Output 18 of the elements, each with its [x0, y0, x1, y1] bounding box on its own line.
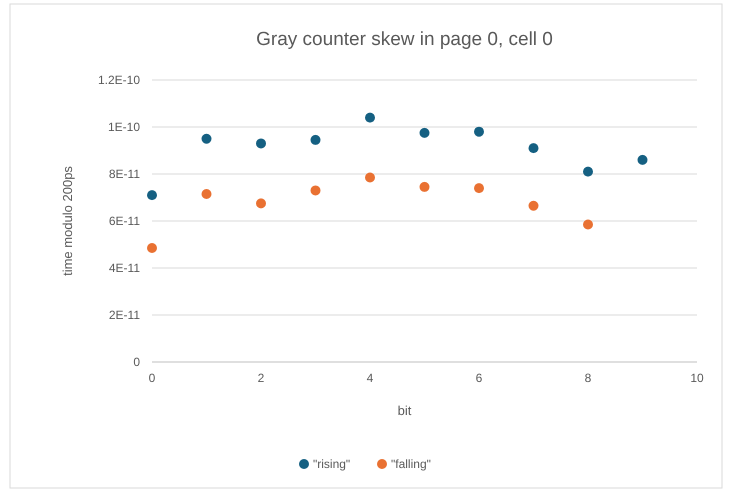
y-axis-title: time modulo 200ps: [60, 166, 75, 276]
y-tick-label: 1E-10: [108, 120, 140, 134]
chart-title: Gray counter skew in page 0, cell 0: [256, 29, 553, 50]
y-tick-label: 2E-11: [108, 308, 140, 322]
x-tick-label: 0: [148, 371, 156, 385]
y-tick-label: 1.2E-10: [98, 73, 140, 87]
x-tick-label: 2: [258, 371, 265, 385]
legend-label: "falling": [391, 457, 431, 471]
x-tick-label: 4: [366, 371, 374, 385]
y-tick-label: 6E-11: [108, 214, 140, 228]
y-tick-label: 8E-11: [108, 167, 140, 181]
x-tick-label: 10: [690, 371, 704, 385]
x-tick-label: 6: [476, 371, 483, 385]
x-axis-title: bit: [398, 403, 412, 418]
y-tick-label: 4E-11: [108, 261, 140, 275]
y-tick-label: 0: [133, 355, 140, 369]
x-tick-label: 8: [584, 371, 592, 385]
legend-label: "rising": [313, 457, 350, 471]
